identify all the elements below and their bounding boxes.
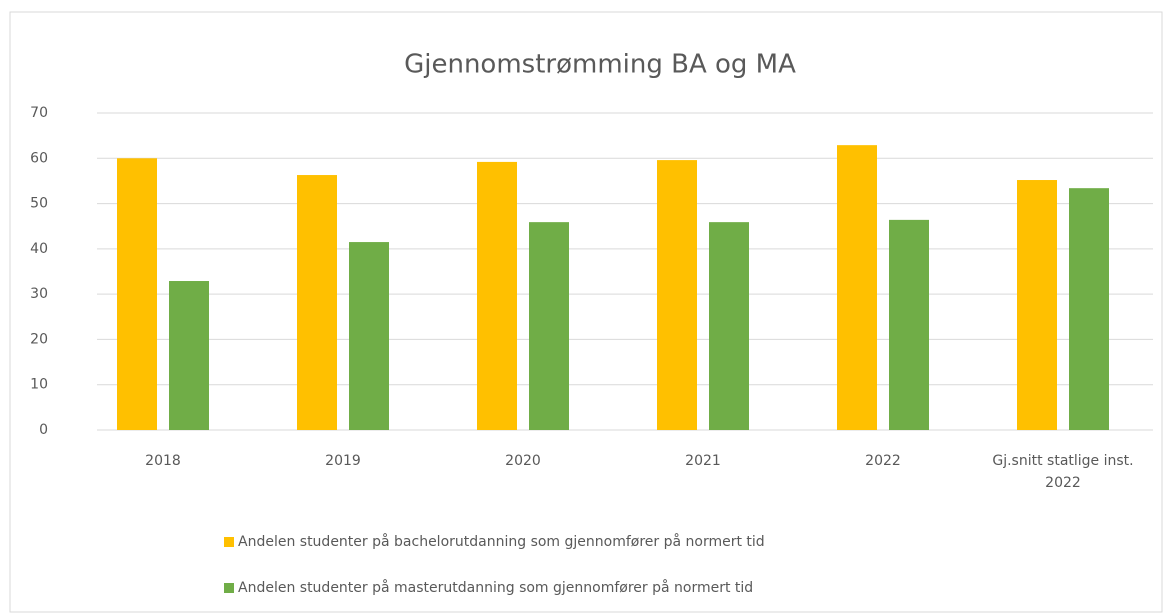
- bar: [1069, 188, 1109, 430]
- legend-swatch: [224, 583, 234, 593]
- x-tick-label-box: 2018: [145, 453, 181, 469]
- y-tick-label: 70: [30, 105, 48, 121]
- x-tick-label-box: 2022: [865, 453, 901, 469]
- legend-label: Andelen studenter på bachelorutdanning s…: [238, 533, 765, 550]
- x-tick-label-box: 2020: [505, 453, 541, 469]
- chart-title: Gjennomstrømming BA og MA: [404, 50, 796, 80]
- x-tick-label: 2022: [865, 453, 901, 469]
- bar: [169, 281, 209, 430]
- y-tick-label: 40: [30, 241, 48, 257]
- x-tick-label: 2021: [685, 453, 721, 469]
- y-tick-label: 60: [30, 150, 48, 166]
- bar: [349, 242, 389, 430]
- legend-swatch: [224, 537, 234, 547]
- bar: [477, 161, 517, 430]
- y-tick-label: 50: [30, 196, 48, 212]
- x-tick-label: 2018: [145, 453, 181, 469]
- bar: [837, 145, 877, 430]
- x-tick-label: 2020: [505, 453, 541, 469]
- y-tick-label: 30: [30, 286, 48, 302]
- bar: [657, 160, 697, 430]
- y-tick-label: 20: [30, 331, 48, 347]
- bar: [709, 222, 749, 430]
- x-tick-label-box: Gj.snitt statlige inst. 2022: [992, 453, 1134, 491]
- x-tick-label: 2019: [325, 453, 361, 469]
- bar: [1017, 180, 1057, 430]
- bar: [889, 219, 929, 430]
- y-tick-label: 0: [39, 422, 48, 438]
- bar: [297, 175, 337, 430]
- x-tick-label: Gj.snitt statlige inst. 2022: [992, 453, 1134, 491]
- y-tick-label: 10: [30, 377, 48, 393]
- legend-label: Andelen studenter på masterutdanning som…: [238, 579, 753, 596]
- bar: [117, 158, 157, 431]
- bar: [529, 222, 569, 430]
- x-tick-label-box: 2019: [325, 453, 361, 469]
- x-tick-label-box: 2021: [685, 453, 721, 469]
